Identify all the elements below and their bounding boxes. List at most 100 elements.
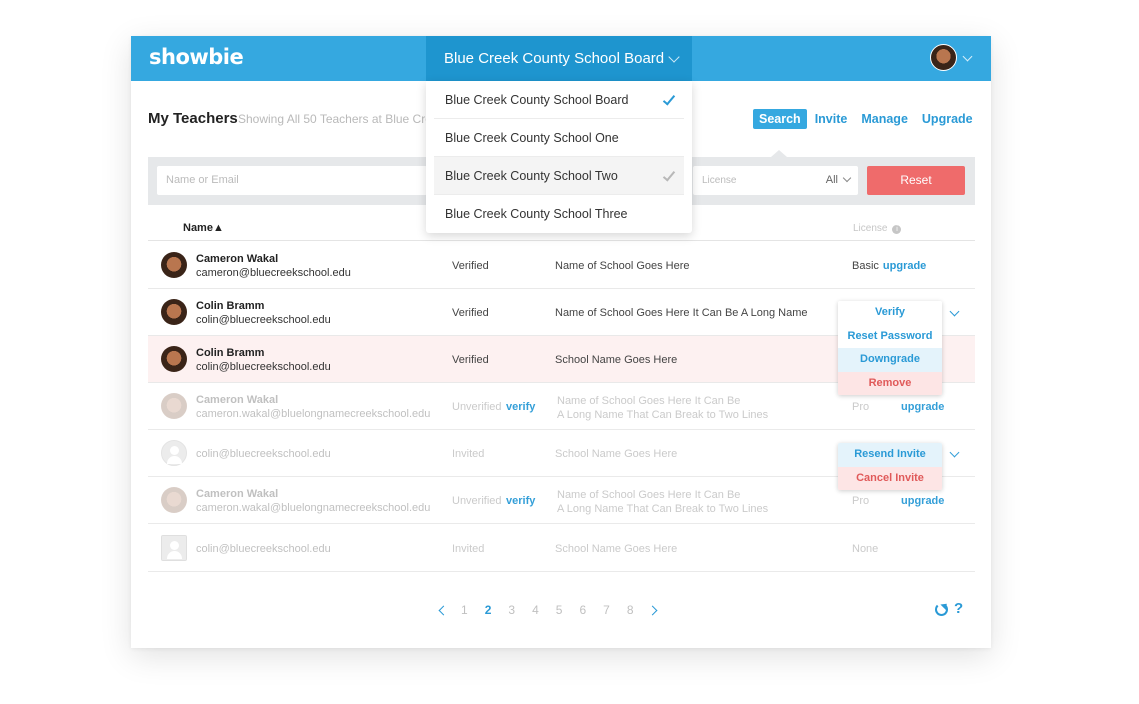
downgrade-menu-item[interactable]: Downgrade (838, 348, 942, 372)
school-option-label: Blue Creek County School Two (445, 169, 618, 183)
info-icon[interactable]: i (892, 225, 902, 234)
column-header-license-label: License (853, 223, 888, 234)
chevron-down-icon[interactable] (962, 51, 973, 62)
teacher-school: School Name Goes Here (555, 448, 678, 460)
avatar (161, 487, 187, 513)
avatar (161, 252, 187, 278)
user-avatar[interactable] (930, 44, 957, 71)
help-icon[interactable]: ? (954, 600, 964, 617)
table-row[interactable]: Cameron Wakal cameron.wakal@bluelongname… (148, 477, 975, 524)
column-header-name-label: Name (183, 222, 213, 234)
page-link[interactable]: 3 (508, 603, 516, 617)
verify-link[interactable]: verify (506, 495, 536, 507)
page-link[interactable]: 8 (626, 603, 634, 617)
upgrade-link[interactable]: upgrade (901, 495, 945, 507)
cancel-invite-menu-item[interactable]: Cancel Invite (838, 466, 942, 490)
pagination: 1 2 3 4 5 6 7 8 (438, 603, 670, 617)
page-link[interactable]: 6 (579, 603, 587, 617)
teacher-school-line2: A Long Name That Can Break to Two Lines (557, 409, 769, 421)
teacher-email: cameron.wakal@bluelongnamecreekschool.ed… (196, 408, 431, 420)
license-filter[interactable]: License All (693, 166, 858, 195)
page-link[interactable]: 7 (603, 603, 610, 617)
teacher-school: Name of School Goes Here (555, 260, 690, 272)
reset-password-menu-item[interactable]: Reset Password (838, 324, 942, 348)
page-title: My Teachers (148, 110, 238, 127)
teacher-school: Name of School Goes Here It Can Be A Lon… (555, 307, 808, 319)
teacher-school-line2: A Long Name That Can Break to Two Lines (557, 503, 769, 515)
tab-upgrade[interactable]: Upgrade (921, 112, 973, 126)
teacher-school: Name of School Goes Here It Can Be A Long… (557, 394, 768, 422)
school-option[interactable]: Blue Creek County School One (434, 119, 684, 157)
verify-link[interactable]: verify (506, 401, 536, 413)
verify-menu-item[interactable]: Verify (838, 301, 942, 325)
table-row[interactable]: Cameron Wakal cameron.wakal@bluelongname… (148, 383, 975, 430)
top-bar: showbie Blue Creek County School Board (131, 36, 991, 81)
table-row[interactable]: colin@bluecreekschool.edu Invited School… (148, 430, 975, 477)
avatar (161, 393, 187, 419)
teacher-status: Verified (452, 307, 489, 319)
school-option[interactable]: Blue Creek County School Board (434, 81, 684, 119)
showbie-logo[interactable]: showbie (149, 45, 244, 69)
sort-ascending-icon: ▲ (212, 222, 224, 234)
teacher-status: Unverified (452, 495, 502, 507)
teacher-status: Invited (452, 448, 485, 460)
upgrade-link[interactable]: upgrade (901, 401, 945, 413)
teacher-license: Basic upgrade (852, 260, 926, 272)
license-filter-value: All (825, 174, 838, 186)
app-window: showbie Blue Creek County School Board M… (131, 36, 991, 648)
page-link[interactable]: 5 (555, 603, 563, 617)
page-link[interactable]: 1 (461, 603, 468, 617)
invite-actions-menu: Resend Invite Cancel Invite (838, 443, 942, 490)
page-link[interactable]: 4 (532, 603, 539, 617)
row-actions-menu: Verify Reset Password Downgrade Remove (838, 301, 942, 395)
teacher-school-line1: Name of School Goes Here It Can Be (557, 489, 741, 501)
search-panel-pointer (771, 150, 787, 157)
school-option[interactable]: Blue Creek County School Three (434, 195, 684, 233)
school-dropdown-menu: Blue Creek County School Board Blue Cree… (426, 81, 692, 233)
page-link-current[interactable]: 2 (484, 603, 492, 617)
teacher-name: Cameron Wakal (196, 394, 279, 406)
tab-search[interactable]: Search (753, 109, 807, 129)
next-page-icon[interactable] (647, 605, 657, 615)
resend-invite-menu-item[interactable]: Resend Invite (838, 443, 942, 467)
teacher-email: colin@bluecreekschool.edu (196, 314, 331, 326)
chevron-down-icon[interactable] (949, 447, 960, 458)
action-tabs: Search Invite Manage Upgrade (753, 109, 987, 129)
previous-page-icon[interactable] (438, 605, 449, 615)
avatar (161, 346, 187, 372)
teacher-email: colin@bluecreekschool.edu (196, 361, 331, 373)
refresh-icon[interactable] (935, 603, 948, 616)
teacher-school: School Name Goes Here (555, 354, 678, 366)
school-option[interactable]: Blue Creek County School Two (434, 157, 684, 195)
school-option-label: Blue Creek County School Three (445, 207, 628, 221)
teacher-status: Verified (452, 260, 489, 272)
table-row[interactable]: Colin Bramm colin@bluecreekschool.edu Ve… (148, 289, 975, 336)
chevron-down-icon (842, 173, 852, 183)
tab-invite[interactable]: Invite (814, 112, 848, 126)
teacher-license: Pro (852, 401, 870, 413)
school-option-label: Blue Creek County School Board (445, 93, 629, 107)
teacher-email: cameron.wakal@bluelongnamecreekschool.ed… (196, 502, 431, 514)
table-row[interactable]: colin@bluecreekschool.edu Invited School… (148, 525, 975, 572)
page-subtitle: Showing All 50 Teachers at Blue Cre (238, 112, 428, 126)
upgrade-link[interactable]: upgrade (882, 260, 927, 272)
avatar-placeholder (161, 440, 187, 466)
reset-button[interactable]: Reset (867, 166, 965, 195)
remove-menu-item[interactable]: Remove (838, 371, 942, 395)
checkmark-icon (662, 168, 676, 182)
teacher-school-line1: Name of School Goes Here It Can Be (557, 395, 741, 407)
teacher-school: School Name Goes Here (555, 543, 678, 555)
table-row[interactable]: Colin Bramm colin@bluecreekschool.edu Ve… (148, 336, 975, 383)
table-row[interactable]: Cameron Wakal cameron@bluecreekschool.ed… (148, 242, 975, 289)
search-input[interactable]: Name or Email (157, 166, 427, 195)
teacher-name: Cameron Wakal (196, 488, 279, 500)
school-selector[interactable]: Blue Creek County School Board (426, 36, 692, 81)
table-header: Name▲ License i (148, 216, 975, 241)
teacher-license: None (852, 543, 879, 555)
checkmark-icon (662, 92, 676, 106)
tab-manage[interactable]: Manage (861, 112, 908, 126)
column-header-name[interactable]: Name▲ (183, 222, 224, 234)
chevron-down-icon[interactable] (949, 306, 960, 317)
teacher-email: colin@bluecreekschool.edu (196, 543, 331, 555)
teacher-email: colin@bluecreekschool.edu (196, 448, 331, 460)
